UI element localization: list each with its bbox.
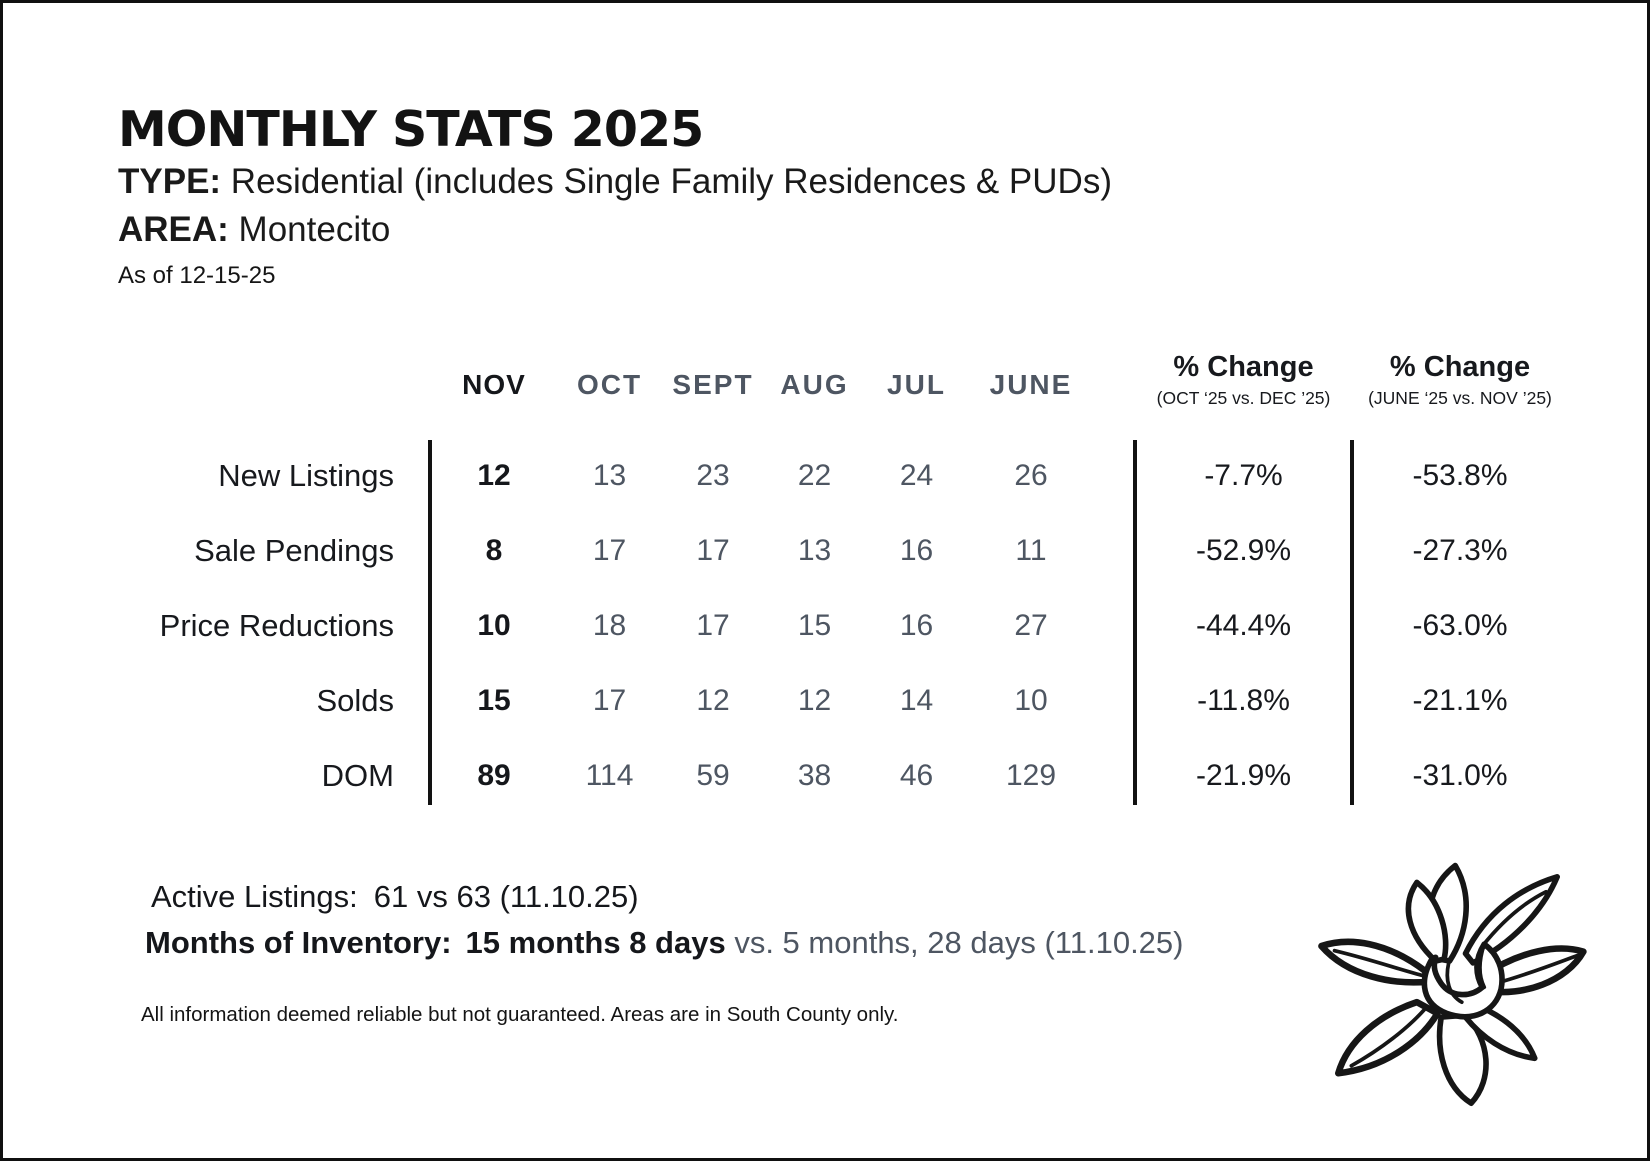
cell-value: 15	[477, 683, 511, 717]
col-header-june: JUNE	[989, 369, 1073, 400]
cell-value: 59	[696, 758, 730, 792]
cell-value: 17	[696, 608, 730, 642]
cell-value: 114	[585, 758, 634, 792]
pct-change-subtitle: (OCT ‘25 vs. DEC ’25)	[1156, 388, 1331, 408]
cell-value: 27	[1014, 608, 1048, 642]
as-of-date: As of 12-15-25	[118, 262, 276, 289]
disclaimer-text: All information deemed reliable but not …	[141, 1003, 899, 1026]
col-header-jul: JUL	[887, 369, 946, 400]
cell-value: 10	[1014, 683, 1048, 717]
months-of-inventory-line: Months of Inventory: 15 months 8 days vs.…	[145, 925, 1183, 961]
table-divider-pct1	[1133, 440, 1137, 805]
cell-value: 17	[592, 533, 627, 567]
table-body: New Listings 12 13 23 22 24 26 -7.7% -53…	[113, 438, 1568, 813]
page-title: MONTHLY STATS 2025	[118, 101, 704, 158]
cell-value: 14	[899, 683, 934, 717]
cell-pct-change: -21.1%	[1412, 683, 1508, 717]
cell-value: 8	[485, 533, 503, 567]
cell-value: 129	[1005, 758, 1057, 792]
col-header-oct: OCT	[576, 369, 643, 400]
cell-pct-change: -53.8%	[1412, 458, 1508, 492]
cell-value: 24	[899, 458, 934, 492]
table-divider-pct2	[1350, 440, 1354, 805]
inventory-current-value: 15 months 8 days	[465, 925, 726, 960]
type-value: Residential (includes Single Family Resi…	[221, 162, 1112, 201]
col-header-pct-change-2: % Change (JUNE ‘25 vs. NOV ’25)	[1352, 351, 1568, 417]
row-label-new-listings: New Listings	[218, 457, 394, 493]
cell-value: 12	[696, 683, 730, 717]
active-listings-value: 61 vs 63 (11.10.25)	[373, 879, 639, 914]
inventory-prior-value: vs. 5 months, 28 days (11.10.25)	[725, 925, 1184, 960]
cell-value: 22	[797, 458, 832, 492]
row-label-solds: Solds	[316, 682, 394, 718]
active-listings-label: Active Listings:	[151, 879, 358, 914]
cell-value: 16	[899, 533, 934, 567]
cell-value: 10	[477, 608, 511, 642]
cell-pct-change: -27.3%	[1412, 533, 1508, 567]
pct-change-subtitle: (JUNE ‘25 vs. NOV ’25)	[1368, 388, 1552, 408]
cell-value: 46	[899, 758, 934, 792]
col-header-sept: SEPT	[672, 369, 754, 400]
cell-value: 15	[797, 608, 832, 642]
cell-value: 89	[477, 758, 511, 792]
area-value: Montecito	[228, 210, 391, 249]
table-header-row: NOV OCT SEPT AUG JUL JUNE % Change (OCT …	[113, 325, 1568, 417]
cell-pct-change: -63.0%	[1412, 608, 1508, 642]
type-label: TYPE:	[118, 162, 222, 201]
inventory-label: Months of Inventory:	[145, 925, 452, 960]
magnolia-flower-icon	[1318, 862, 1587, 1106]
cell-value: 26	[1014, 458, 1048, 492]
pct-change-title: % Change	[1173, 351, 1314, 383]
cell-value: 23	[696, 458, 730, 492]
cell-pct-change: -11.8%	[1197, 683, 1290, 717]
cell-value: 16	[899, 608, 934, 642]
area-label: AREA:	[118, 210, 229, 249]
cell-value: 17	[592, 683, 627, 717]
pct-change-title: % Change	[1389, 351, 1531, 383]
cell-value: 17	[696, 533, 730, 567]
cell-value: 13	[797, 533, 832, 567]
cell-value: 12	[477, 458, 511, 492]
row-label-price-reductions: Price Reductions	[159, 607, 394, 643]
cell-value: 18	[592, 608, 627, 642]
cell-pct-change: -31.0%	[1412, 758, 1508, 792]
cell-value: 11	[1015, 533, 1047, 567]
active-listings-line: Active Listings: 61 vs 63 (11.10.25)	[151, 879, 639, 915]
cell-pct-change: -52.9%	[1195, 533, 1292, 567]
row-label-sale-pendings: Sale Pendings	[194, 532, 394, 568]
row-label-dom: DOM	[321, 757, 394, 793]
type-line: TYPE: Residential (includes Single Famil…	[118, 158, 1518, 206]
col-header-aug: AUG	[780, 369, 849, 400]
table-divider-left	[428, 440, 432, 805]
header: MONTHLY STATS 2025 TYPE: Residential (in…	[118, 101, 1518, 290]
cell-pct-change: -7.7%	[1204, 458, 1283, 492]
cell-value: 13	[592, 458, 627, 492]
col-header-nov: NOV	[462, 369, 526, 400]
cell-pct-change: -21.9%	[1195, 758, 1292, 792]
area-line: AREA: Montecito	[118, 206, 1518, 254]
cell-value: 38	[797, 758, 832, 792]
col-header-pct-change-1: % Change (OCT ‘25 vs. DEC ’25)	[1135, 351, 1352, 417]
cell-value: 12	[797, 683, 832, 717]
cell-pct-change: -44.4%	[1195, 608, 1292, 642]
